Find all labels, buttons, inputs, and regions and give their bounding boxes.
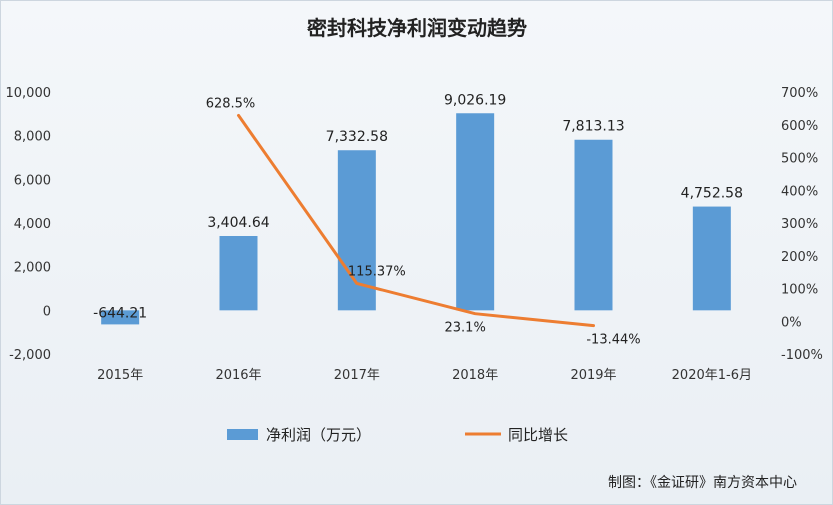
right-tick-label: 300% [781,217,818,232]
left-tick-label: 10,000 [6,86,52,101]
growth-value-label: 628.5% [206,96,256,111]
right-tick-label: 500% [781,152,818,167]
right-tick-label: 100% [781,283,818,298]
bar-value-label: 3,404.64 [207,215,269,231]
category-label: 2015年 [97,368,143,383]
growth-value-label: 115.37% [348,264,406,279]
data-labels: -644.21 3,404.64 7,332.58 9,026.19 7,813.13 4… [93,92,743,347]
legend: 净利润（万元） 同比增长 [227,426,568,444]
bar [574,139,613,311]
left-tick-label: 8,000 [14,130,51,145]
bar-series [101,113,731,325]
line-series [237,113,595,328]
category-label: 2017年 [334,368,380,383]
category-label: 2019年 [570,368,616,383]
legend-bar-swatch [227,429,258,440]
left-tick-label: 4,000 [14,217,51,232]
bar-value-label: 9,026.19 [444,92,506,108]
source-note: 制图：《金证研》南方资本中心 [608,475,797,491]
right-tick-label: 0% [781,315,802,330]
right-tick-label: 600% [781,119,818,134]
left-axis: -2,000 0 2,000 4,000 6,000 8,000 10,000 [6,86,52,363]
legend-line-label: 同比增长 [508,426,568,444]
right-tick-label: -100% [781,348,823,363]
bar-value-label: -644.21 [93,305,147,321]
growth-value-label: 23.1% [445,321,486,336]
category-axis: 2015年 2016年 2017年 2018年 2019年 2020年1-6月 [97,368,752,383]
left-tick-label: 6,000 [14,173,51,188]
right-axis: -100% 0% 100% 200% 300% 400% 500% 600% 700% [781,86,823,363]
bar [456,113,495,311]
chart-title: 密封科技净利润变动趋势 [307,16,527,40]
right-tick-label: 200% [781,250,818,265]
right-tick-label: 400% [781,184,818,199]
left-tick-label: 2,000 [14,261,51,276]
growth-value-label: -13.44% [586,333,640,348]
bar-value-label: 7,332.58 [326,129,388,145]
bar [101,310,140,325]
right-tick-label: 700% [781,86,818,101]
left-tick-label: -2,000 [9,348,51,363]
growth-line [237,113,595,328]
category-label: 2016年 [215,368,261,383]
legend-bar-label: 净利润（万元） [266,426,371,444]
bar [219,235,258,311]
bar-value-label: 4,752.58 [681,186,743,202]
category-label: 2018年 [452,368,498,383]
bar [692,206,731,311]
left-tick-label: 0 [43,304,51,319]
category-label: 2020年1-6月 [672,368,752,383]
bar-value-label: 7,813.13 [562,119,624,135]
